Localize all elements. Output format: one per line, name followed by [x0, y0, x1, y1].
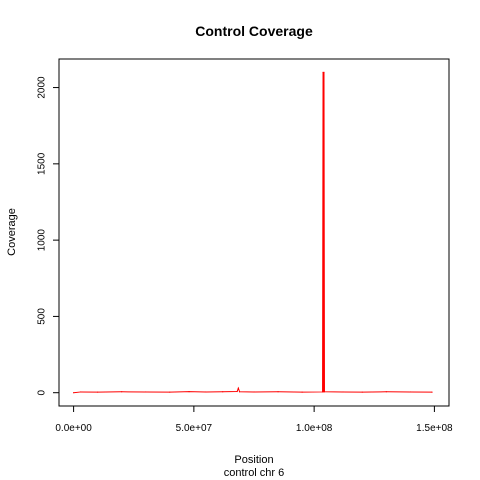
x-tick-label: 5.0e+07 — [176, 423, 213, 434]
coverage-point — [238, 391, 241, 393]
coverage-point — [323, 71, 325, 73]
y-tick-label: 1500 — [37, 152, 48, 175]
coverage-point — [361, 391, 363, 393]
coverage-point — [301, 391, 303, 393]
x-axis-subtitle: control chr 6 — [224, 467, 285, 479]
coverage-point — [237, 387, 239, 389]
coverage-point — [321, 391, 324, 393]
coverage-point — [409, 391, 411, 393]
x-axis-label: Position — [234, 454, 273, 466]
coverage-point — [322, 391, 325, 393]
coverage-point — [80, 391, 82, 393]
coverage-point — [121, 391, 123, 393]
coverage-point — [385, 391, 387, 393]
coverage-point — [322, 71, 324, 73]
x-tick-label: 0.0e+00 — [55, 423, 92, 434]
y-tick-label: 1000 — [37, 229, 48, 252]
series-group — [73, 71, 433, 394]
coverage-point — [323, 391, 326, 393]
coverage-point — [188, 391, 190, 393]
y-tick-label: 0 — [37, 389, 48, 395]
coverage-point — [97, 391, 99, 393]
coverage-point — [169, 391, 171, 393]
coverage-point — [253, 391, 255, 393]
coverage-point — [73, 392, 75, 394]
coverage-point — [145, 391, 147, 393]
x-tick-label: 1.0e+08 — [296, 423, 333, 434]
x-axis: 0.0e+00 5.0e+07 1.0e+08 1.5e+08 — [55, 405, 453, 434]
y-tick-label: 500 — [37, 308, 48, 325]
coverage-point — [205, 391, 207, 393]
coverage-point — [431, 391, 433, 393]
y-tick-label: 2000 — [37, 76, 48, 99]
coverage-point — [277, 391, 279, 393]
coverage-point — [236, 390, 238, 393]
x-tick-label: 1.5e+08 — [416, 423, 453, 434]
coverage-point — [222, 391, 224, 393]
chart-title: Control Coverage — [195, 23, 313, 39]
y-axis-label: Coverage — [6, 208, 18, 256]
y-axis: 0 500 1000 1500 2000 — [37, 76, 60, 395]
coverage-point — [342, 391, 344, 393]
